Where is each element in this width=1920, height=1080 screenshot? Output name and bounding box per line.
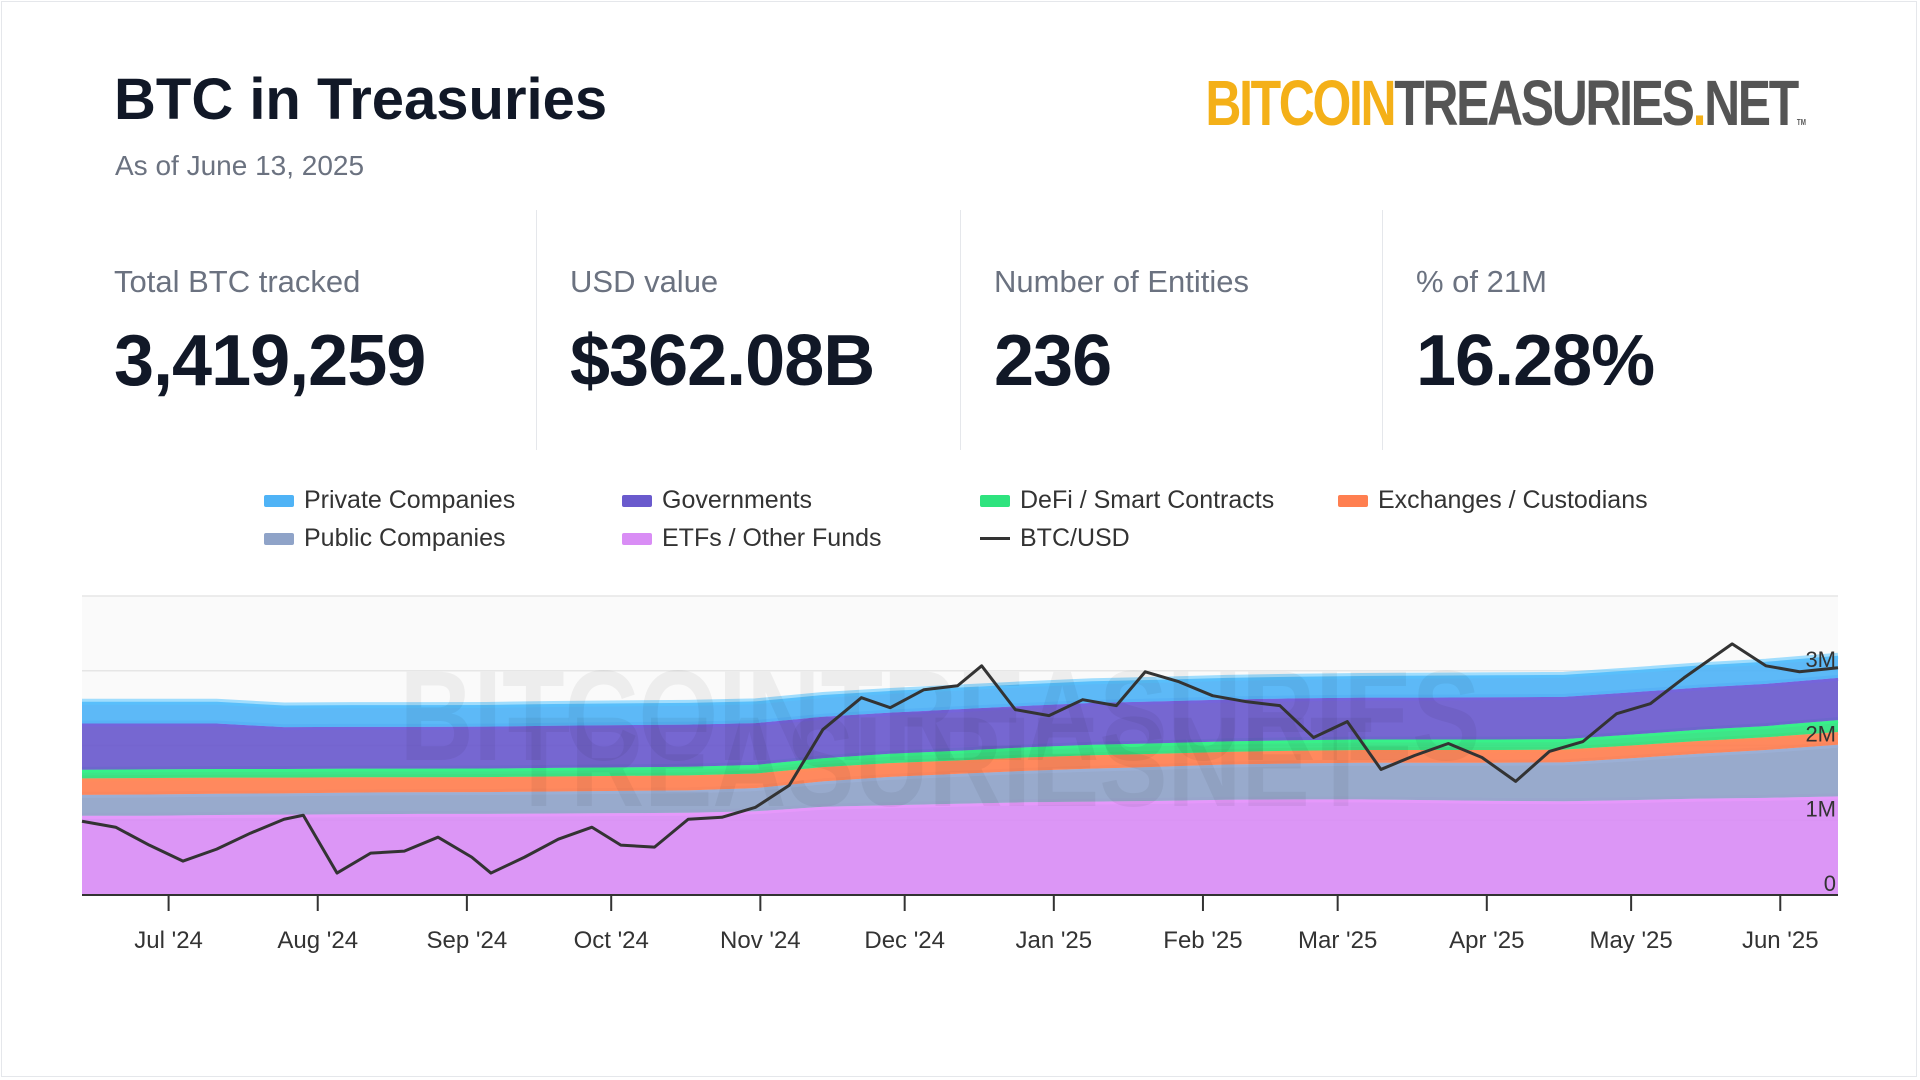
legend-label: Governments xyxy=(662,486,813,514)
area-edge-public xyxy=(81,741,1839,798)
kpi-row: Total BTC tracked 3,419,259 USD value $3… xyxy=(114,210,1806,450)
kpi-value: 3,419,259 xyxy=(114,321,426,401)
brand-logo-tm: TM xyxy=(1796,118,1806,127)
x-tick-label: Dec '24 xyxy=(864,927,945,954)
legend-swatch xyxy=(264,532,294,545)
kpi-value: 16.28% xyxy=(1416,321,1655,401)
x-tick-label: Aug '24 xyxy=(277,927,358,954)
kpi-label: % of 21M xyxy=(1416,264,1547,299)
area-public xyxy=(82,744,1838,816)
legend-label: BTC/USD xyxy=(1020,524,1130,552)
area-edge-private xyxy=(82,652,1839,709)
legend-swatch xyxy=(1338,494,1368,507)
brand-logo-part2: TREASURIES xyxy=(1394,67,1695,139)
kpi-label: Number of Entities xyxy=(994,264,1249,299)
legend-swatch xyxy=(622,532,652,545)
legend-item-governments[interactable]: Governments xyxy=(622,486,812,515)
legend-label: ETFs / Other Funds xyxy=(662,524,882,552)
brand-logo-part3: NET xyxy=(1704,67,1799,139)
legend-item-exchanges[interactable]: Exchanges / Custodians xyxy=(1338,486,1648,515)
x-tick-label: Apr '25 xyxy=(1449,927,1524,954)
area-defi xyxy=(82,720,1838,779)
kpi-value: $362.08B xyxy=(570,321,875,401)
legend-label: Public Companies xyxy=(304,524,506,552)
chart-legend: Private Companies Governments DeFi / Sma… xyxy=(264,486,1664,566)
btc-usd-line xyxy=(81,642,1839,875)
y-axis: 0 1M 2M 3M xyxy=(1805,647,1836,896)
kpi-label: USD value xyxy=(570,264,719,299)
y-tick-label: 1M xyxy=(1805,796,1836,821)
legend-item-defi[interactable]: DeFi / Smart Contracts xyxy=(980,486,1274,515)
x-tick-label: Jul '24 xyxy=(134,927,203,954)
as-of-date: As of June 13, 2025 xyxy=(115,150,365,181)
legend-item-etfs[interactable]: ETFs / Other Funds xyxy=(622,524,882,553)
kpi-value: 236 xyxy=(994,321,1112,401)
brand-logo-part1: BITCOIN xyxy=(1205,67,1396,139)
page-title: BTC in Treasuries xyxy=(114,67,608,132)
legend-item-btcusd[interactable]: BTC/USD xyxy=(980,524,1130,553)
legend-label: Exchanges / Custodians xyxy=(1378,486,1648,514)
legend-swatch xyxy=(264,494,294,507)
area-governments xyxy=(82,677,1838,770)
legend-label: DeFi / Smart Contracts xyxy=(1020,486,1275,514)
legend-line-swatch xyxy=(980,537,1010,540)
watermark-line2: TREASURIESNET xyxy=(508,690,1373,834)
legend-item-public[interactable]: Public Companies xyxy=(264,524,506,553)
brand-logo-dot: . xyxy=(1692,67,1707,139)
kpi-divider xyxy=(1382,210,1383,450)
watermark-line1: BITCOINTREASURIES xyxy=(400,644,1481,788)
kpi-divider xyxy=(536,210,537,450)
legend-label: Private Companies xyxy=(304,486,516,514)
kpi-divider xyxy=(960,210,961,450)
x-tick-label: May '25 xyxy=(1589,927,1672,954)
x-tick-label: Mar '25 xyxy=(1298,927,1377,954)
y-tick-label: 2M xyxy=(1805,722,1836,747)
area-series-group xyxy=(81,652,1839,895)
kpi-label: Total BTC tracked xyxy=(114,264,361,299)
brand-logo: BITCOINTREASURIES.NETTM xyxy=(1205,66,1806,140)
x-tick-label: Jan '25 xyxy=(1015,927,1092,954)
area-etfs xyxy=(82,796,1838,895)
legend-item-private[interactable]: Private Companies xyxy=(264,486,515,515)
y-tick-label: 0 xyxy=(1824,871,1836,896)
x-tick-label: Sep '24 xyxy=(427,927,508,954)
legend-swatch xyxy=(622,494,652,507)
x-tick-label: Nov '24 xyxy=(720,927,801,954)
y-tick-label: 3M xyxy=(1805,647,1836,672)
x-tick-label: Oct '24 xyxy=(574,927,649,954)
legend-swatch xyxy=(980,494,1010,507)
btc-usd-line-group xyxy=(81,642,1839,875)
area-private xyxy=(82,655,1838,728)
x-tick-label: Feb '25 xyxy=(1163,927,1242,954)
x-axis: Jul '24 Aug '24 Sep '24 Oct '24 Nov '24 Dec '… xyxy=(82,894,1838,954)
x-tick-label: Jun '25 xyxy=(1742,927,1819,954)
